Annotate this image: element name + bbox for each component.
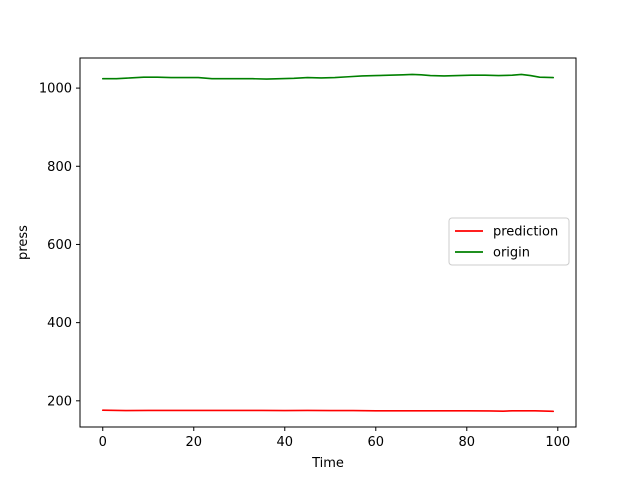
axes-frame (79, 57, 577, 428)
y-axis: 200 400 600 800 1000 (39, 82, 80, 409)
series-line-prediction (101, 409, 555, 413)
legend-label-prediction: prediction (493, 225, 558, 240)
x-tick-label: 80 (459, 435, 476, 450)
y-tick-label: 600 (47, 238, 72, 253)
legend: prediction origin (448, 217, 570, 266)
plot-area (101, 73, 555, 413)
series-line-origin (101, 73, 555, 80)
x-tick-label: 60 (368, 435, 385, 450)
x-tick-label: 40 (276, 435, 293, 450)
legend-box (448, 217, 570, 266)
x-axis: 0 20 40 60 80 100 (99, 427, 570, 450)
y-tick-label: 400 (47, 316, 72, 331)
x-tick-label: 20 (185, 435, 202, 450)
x-tick-label: 0 (99, 435, 107, 450)
x-axis-label: Time (311, 456, 344, 471)
y-axis-label: press (16, 225, 31, 260)
y-tick-label: 800 (47, 160, 72, 175)
legend-label-origin: origin (493, 246, 530, 261)
y-tick-label: 1000 (39, 82, 72, 97)
y-tick-label: 200 (47, 394, 72, 409)
x-tick-label: 100 (545, 435, 570, 450)
